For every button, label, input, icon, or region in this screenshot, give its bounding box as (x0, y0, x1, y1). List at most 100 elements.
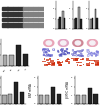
Bar (75, 18, 77, 29)
Bar (28, 18, 33, 21)
Bar (86, 60, 90, 61)
Bar (50, 60, 54, 62)
Bar (7, 12, 13, 16)
Bar (93, 60, 95, 61)
Bar (58, 62, 62, 64)
Bar (59, 64, 62, 66)
Bar (77, 64, 78, 66)
Bar (64, 18, 65, 29)
Bar (82, 95, 86, 104)
Bar (10, 55, 14, 66)
Bar (57, 62, 59, 64)
Bar (71, 58, 76, 59)
Bar (87, 65, 90, 66)
Bar (33, 18, 38, 21)
Bar (7, 18, 13, 21)
Bar (33, 7, 38, 10)
Bar (89, 60, 93, 61)
Bar (28, 23, 33, 27)
Bar (89, 62, 90, 64)
Bar (75, 60, 78, 61)
Bar (75, 57, 79, 59)
Bar (51, 64, 55, 66)
Bar (91, 63, 94, 64)
Bar (88, 88, 92, 104)
Bar (57, 19, 59, 29)
Bar (80, 59, 83, 60)
Bar (53, 63, 55, 64)
Polygon shape (87, 39, 97, 47)
Bar (57, 59, 59, 60)
Bar (7, 23, 13, 27)
Polygon shape (46, 41, 51, 45)
Bar (39, 95, 43, 104)
Bar (33, 12, 38, 16)
Bar (58, 64, 62, 66)
Bar (78, 62, 82, 63)
Bar (86, 63, 90, 64)
Bar (42, 61, 46, 62)
Bar (12, 7, 18, 10)
Bar (75, 59, 78, 61)
Bar (2, 7, 8, 10)
Bar (97, 61, 100, 63)
Bar (68, 62, 71, 64)
Bar (66, 61, 70, 62)
Bar (7, 7, 13, 10)
Bar (83, 64, 85, 65)
Bar (8, 94, 12, 104)
Bar (80, 65, 82, 66)
Bar (23, 54, 28, 66)
Y-axis label: BNP mRNA: BNP mRNA (29, 83, 33, 97)
Bar (3, 55, 7, 66)
Bar (14, 82, 18, 104)
Bar (57, 94, 61, 104)
Polygon shape (44, 39, 54, 47)
Bar (23, 12, 28, 16)
Bar (18, 7, 23, 10)
Bar (80, 19, 82, 29)
Bar (28, 12, 33, 16)
Bar (48, 63, 50, 65)
Bar (38, 7, 44, 10)
Bar (90, 19, 92, 29)
Bar (92, 18, 93, 29)
Bar (38, 18, 44, 21)
Bar (76, 62, 79, 63)
Bar (73, 59, 75, 61)
Bar (52, 63, 54, 65)
Bar (67, 58, 69, 60)
Bar (51, 62, 55, 64)
Bar (49, 64, 51, 65)
Polygon shape (61, 41, 66, 45)
Bar (94, 94, 97, 104)
Bar (20, 92, 24, 104)
Bar (62, 61, 63, 63)
Bar (97, 60, 99, 61)
Bar (18, 12, 23, 16)
Bar (95, 64, 99, 66)
Bar (18, 23, 23, 27)
Bar (79, 65, 81, 66)
Bar (76, 56, 78, 59)
Bar (23, 23, 28, 27)
Bar (23, 7, 28, 10)
Bar (86, 58, 89, 60)
Bar (65, 60, 68, 62)
Bar (16, 45, 21, 66)
Bar (2, 12, 8, 16)
Bar (49, 58, 51, 60)
Bar (57, 65, 59, 66)
Bar (44, 64, 48, 66)
Bar (68, 59, 72, 60)
Y-axis label: β-MHC mRNA: β-MHC mRNA (66, 82, 70, 98)
Bar (2, 18, 8, 21)
Bar (57, 61, 60, 63)
Bar (66, 59, 68, 60)
Bar (74, 19, 75, 29)
Bar (45, 95, 49, 104)
Bar (47, 62, 51, 63)
Bar (59, 62, 62, 63)
Bar (46, 64, 49, 65)
Bar (28, 7, 33, 10)
